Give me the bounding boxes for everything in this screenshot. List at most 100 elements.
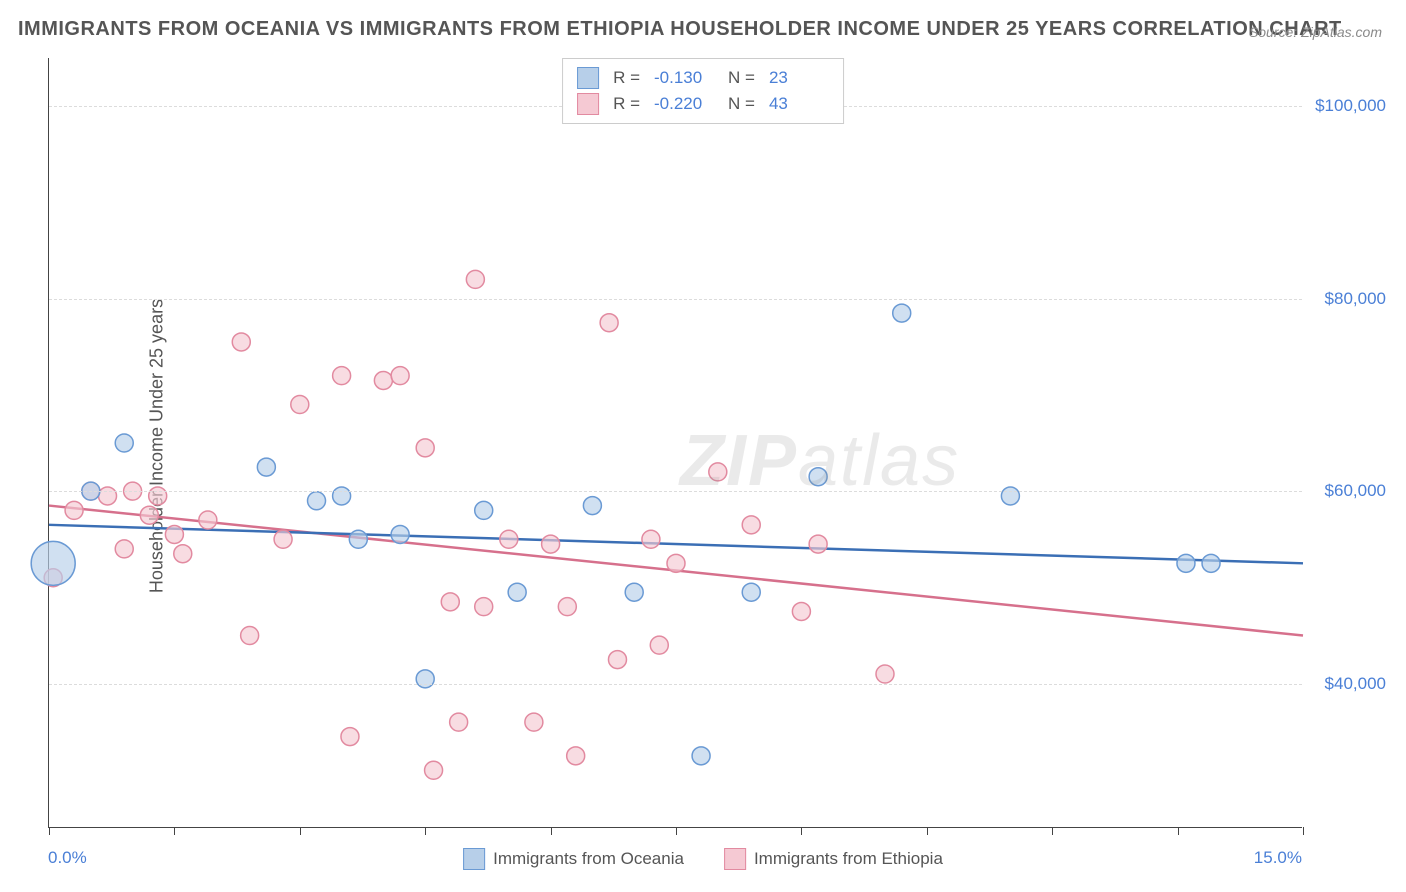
data-point — [542, 535, 560, 553]
y-tick-label: $100,000 — [1315, 96, 1386, 116]
data-point — [241, 627, 259, 645]
data-point — [625, 583, 643, 601]
x-tick — [1052, 827, 1053, 835]
y-tick-label: $60,000 — [1325, 481, 1386, 501]
data-point — [558, 598, 576, 616]
legend-label: Immigrants from Ethiopia — [754, 849, 943, 869]
data-point — [809, 468, 827, 486]
data-point — [165, 525, 183, 543]
data-point — [667, 554, 685, 572]
gridline — [49, 299, 1302, 300]
legend-swatch-oceania — [463, 848, 485, 870]
x-tick — [300, 827, 301, 835]
data-point — [416, 439, 434, 457]
data-point — [692, 747, 710, 765]
legend-swatch-ethiopia — [724, 848, 746, 870]
legend-label: Immigrants from Oceania — [493, 849, 684, 869]
legend-n-value: 43 — [769, 94, 829, 114]
data-point — [600, 314, 618, 332]
data-point — [274, 530, 292, 548]
legend-n-label: N = — [728, 94, 755, 114]
data-point — [742, 516, 760, 534]
data-point — [99, 487, 117, 505]
data-point — [809, 535, 827, 553]
data-point — [1202, 554, 1220, 572]
data-point — [893, 304, 911, 322]
data-point — [374, 371, 392, 389]
data-point — [876, 665, 894, 683]
x-tick — [49, 827, 50, 835]
legend-item-ethiopia: Immigrants from Ethiopia — [724, 848, 943, 870]
data-point — [475, 501, 493, 519]
x-tick — [1178, 827, 1179, 835]
data-point — [199, 511, 217, 529]
legend-swatch-oceania — [577, 67, 599, 89]
legend-swatch-ethiopia — [577, 93, 599, 115]
x-tick — [174, 827, 175, 835]
data-point — [65, 501, 83, 519]
data-point — [466, 270, 484, 288]
data-point — [650, 636, 668, 654]
data-point — [1001, 487, 1019, 505]
data-point — [31, 541, 75, 585]
data-point — [115, 434, 133, 452]
data-point — [425, 761, 443, 779]
data-point — [792, 602, 810, 620]
legend-series: Immigrants from Oceania Immigrants from … — [463, 848, 943, 870]
legend-r-value: -0.220 — [654, 94, 714, 114]
source-attribution: Source: ZipAtlas.com — [1249, 24, 1382, 40]
y-tick-label: $80,000 — [1325, 289, 1386, 309]
data-point — [508, 583, 526, 601]
data-point — [1177, 554, 1195, 572]
x-tick — [551, 827, 552, 835]
x-axis-max-label: 15.0% — [1254, 848, 1302, 868]
data-point — [583, 497, 601, 515]
data-point — [349, 530, 367, 548]
chart-plot-area — [48, 58, 1302, 828]
legend-n-label: N = — [728, 68, 755, 88]
data-point — [291, 396, 309, 414]
legend-r-label: R = — [613, 68, 640, 88]
legend-r-value: -0.130 — [654, 68, 714, 88]
data-point — [525, 713, 543, 731]
data-point — [308, 492, 326, 510]
data-point — [608, 651, 626, 669]
x-tick — [425, 827, 426, 835]
data-point — [140, 506, 158, 524]
legend-stats-box: R = -0.130 N = 23 R = -0.220 N = 43 — [562, 58, 844, 124]
data-point — [709, 463, 727, 481]
data-point — [441, 593, 459, 611]
data-point — [450, 713, 468, 731]
data-point — [742, 583, 760, 601]
data-point — [257, 458, 275, 476]
legend-stats-row: R = -0.220 N = 43 — [577, 91, 829, 117]
legend-item-oceania: Immigrants from Oceania — [463, 848, 684, 870]
data-point — [391, 367, 409, 385]
chart-svg — [49, 58, 1302, 827]
x-axis-min-label: 0.0% — [48, 848, 87, 868]
data-point — [416, 670, 434, 688]
data-point — [500, 530, 518, 548]
data-point — [149, 487, 167, 505]
data-point — [642, 530, 660, 548]
y-tick-label: $40,000 — [1325, 674, 1386, 694]
data-point — [333, 367, 351, 385]
x-tick — [927, 827, 928, 835]
legend-n-value: 23 — [769, 68, 829, 88]
data-point — [475, 598, 493, 616]
gridline — [49, 684, 1302, 685]
data-point — [391, 525, 409, 543]
legend-stats-row: R = -0.130 N = 23 — [577, 65, 829, 91]
x-tick — [801, 827, 802, 835]
data-point — [333, 487, 351, 505]
chart-title: IMMIGRANTS FROM OCEANIA VS IMMIGRANTS FR… — [18, 18, 1342, 41]
x-tick — [676, 827, 677, 835]
x-tick — [1303, 827, 1304, 835]
data-point — [341, 728, 359, 746]
data-point — [567, 747, 585, 765]
data-point — [174, 545, 192, 563]
data-point — [115, 540, 133, 558]
data-point — [232, 333, 250, 351]
gridline — [49, 491, 1302, 492]
legend-r-label: R = — [613, 94, 640, 114]
